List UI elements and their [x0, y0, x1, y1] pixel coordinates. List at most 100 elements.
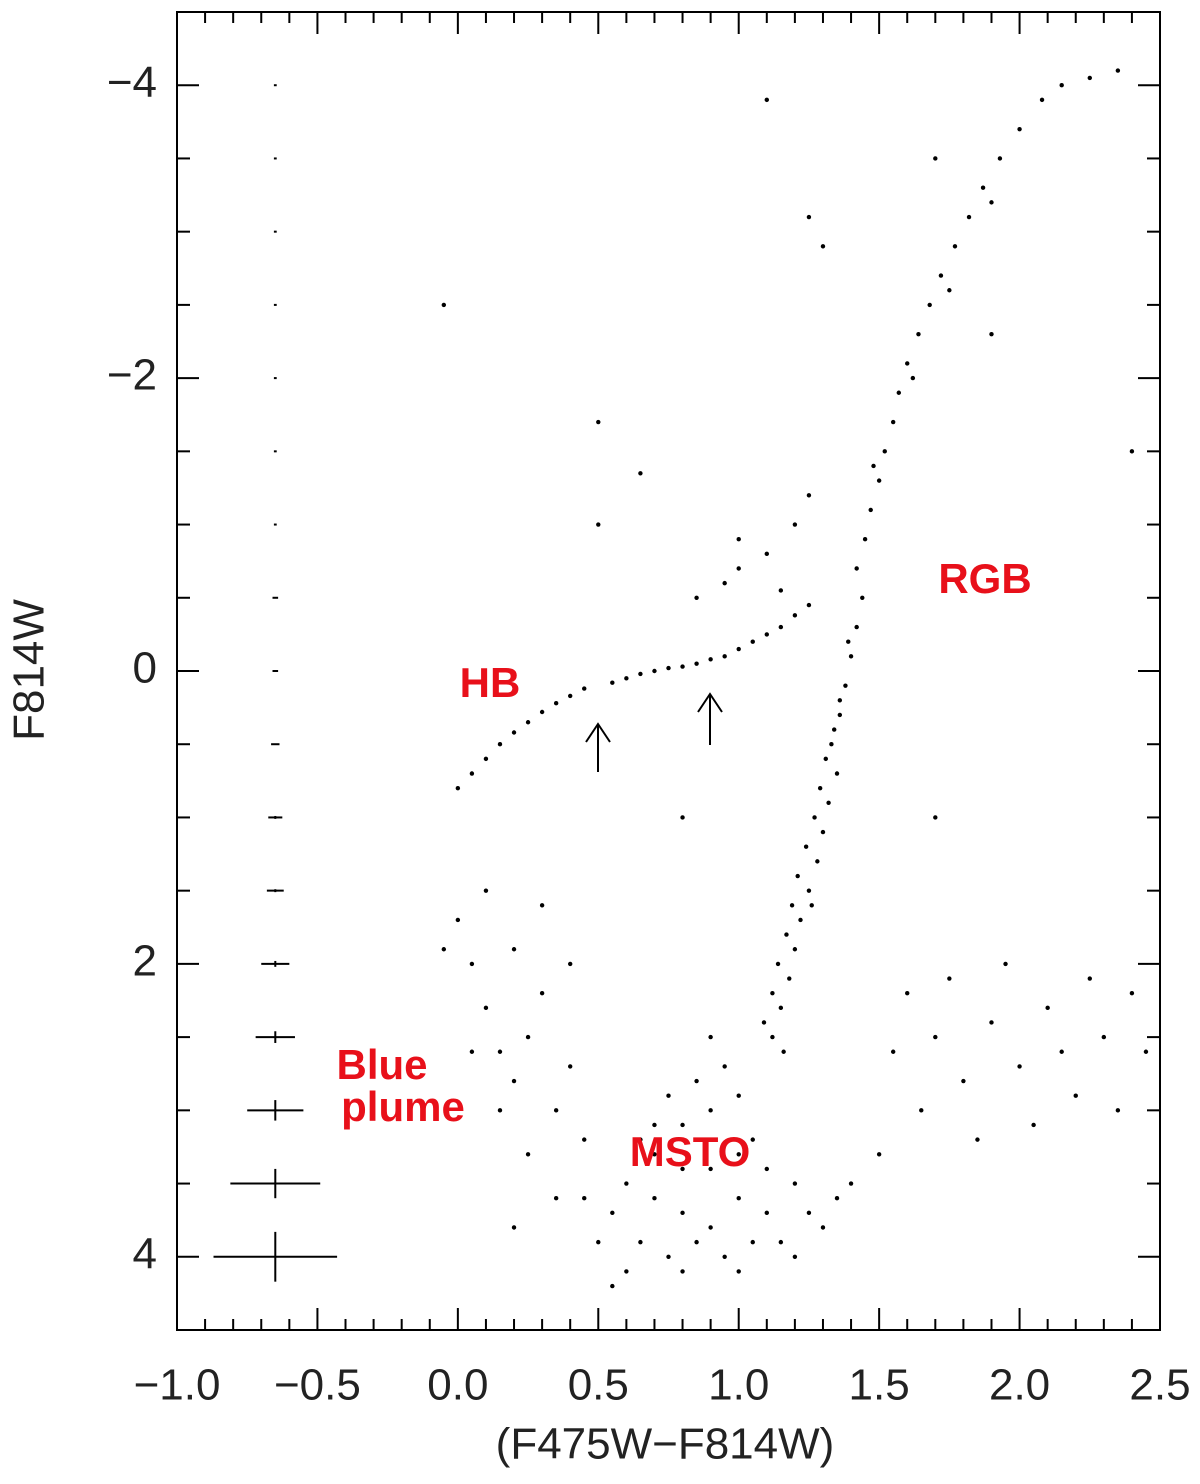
point [834, 771, 840, 776]
point [1129, 990, 1135, 996]
point [778, 1005, 784, 1011]
point [1003, 961, 1008, 967]
point [624, 1269, 629, 1274]
point [952, 244, 958, 249]
point [1031, 1122, 1036, 1128]
point [933, 815, 938, 820]
point [680, 815, 685, 820]
point [938, 273, 944, 278]
point [469, 1049, 475, 1054]
point [511, 1078, 517, 1084]
x-tick-label: 1.0 [708, 1361, 769, 1410]
annotation: MSTO [630, 1128, 751, 1175]
x-tick-label: 2.5 [1129, 1361, 1190, 1410]
point [750, 1137, 755, 1142]
point [806, 1210, 812, 1216]
point [722, 1064, 727, 1069]
point [652, 1122, 657, 1128]
point [764, 551, 769, 557]
point [905, 990, 910, 996]
point [469, 771, 475, 776]
point [815, 859, 820, 864]
point [708, 1225, 713, 1230]
point [666, 1093, 671, 1098]
point [539, 709, 545, 715]
annotation: plume [341, 1083, 465, 1130]
point [722, 580, 727, 586]
point [582, 686, 587, 691]
point [525, 1152, 531, 1157]
point [736, 1269, 741, 1274]
point [708, 1166, 713, 1172]
point [497, 1049, 503, 1054]
point [764, 97, 769, 103]
point [820, 1225, 826, 1230]
point [837, 712, 843, 718]
point [736, 1093, 741, 1098]
point [736, 566, 741, 571]
point [1059, 1049, 1064, 1054]
point [789, 903, 795, 908]
point [947, 976, 952, 981]
point [652, 668, 657, 674]
point [708, 1034, 713, 1040]
x-tick-label: 2.0 [989, 1361, 1050, 1410]
point [596, 419, 601, 425]
x-axis-label: (F475W−F814W) [496, 1420, 835, 1469]
point [680, 664, 685, 669]
point [862, 537, 868, 542]
point [806, 214, 812, 220]
point [736, 537, 741, 542]
point [483, 756, 489, 762]
point [846, 639, 851, 644]
point [806, 493, 812, 498]
point [989, 200, 994, 205]
point [680, 1210, 685, 1216]
point [775, 961, 781, 967]
y-tick-label: −2 [107, 351, 157, 400]
point [778, 1239, 784, 1245]
point [666, 665, 671, 671]
y-axis-label: F814W [5, 599, 54, 741]
point [497, 742, 503, 747]
point [961, 1078, 966, 1084]
point [1115, 68, 1121, 73]
point [469, 961, 475, 967]
point [933, 156, 938, 161]
point [736, 1196, 741, 1201]
point [919, 1108, 924, 1113]
point [997, 156, 1003, 161]
point [860, 595, 865, 600]
point [829, 742, 834, 747]
point [553, 701, 559, 706]
point [876, 478, 882, 483]
point [896, 390, 902, 395]
point [882, 449, 887, 454]
point [916, 331, 921, 337]
point [694, 1078, 699, 1084]
point [511, 1225, 517, 1230]
point [778, 624, 784, 630]
point [638, 471, 643, 476]
point [854, 566, 859, 571]
point [806, 888, 812, 893]
y-tick-label: 4 [133, 1229, 157, 1278]
point [511, 730, 517, 735]
point [980, 185, 986, 190]
point [890, 1049, 896, 1054]
point [1143, 1049, 1149, 1054]
point [539, 990, 545, 996]
point [848, 654, 854, 659]
point [832, 727, 837, 732]
point [792, 1181, 798, 1186]
point [680, 1166, 685, 1172]
point [722, 1254, 727, 1259]
point [568, 693, 573, 699]
arrow [697, 692, 723, 745]
point [792, 613, 798, 618]
point [764, 632, 769, 637]
point [975, 1137, 980, 1142]
point [624, 676, 629, 681]
point [890, 419, 896, 425]
x-tick-label: 1.5 [849, 1361, 910, 1410]
